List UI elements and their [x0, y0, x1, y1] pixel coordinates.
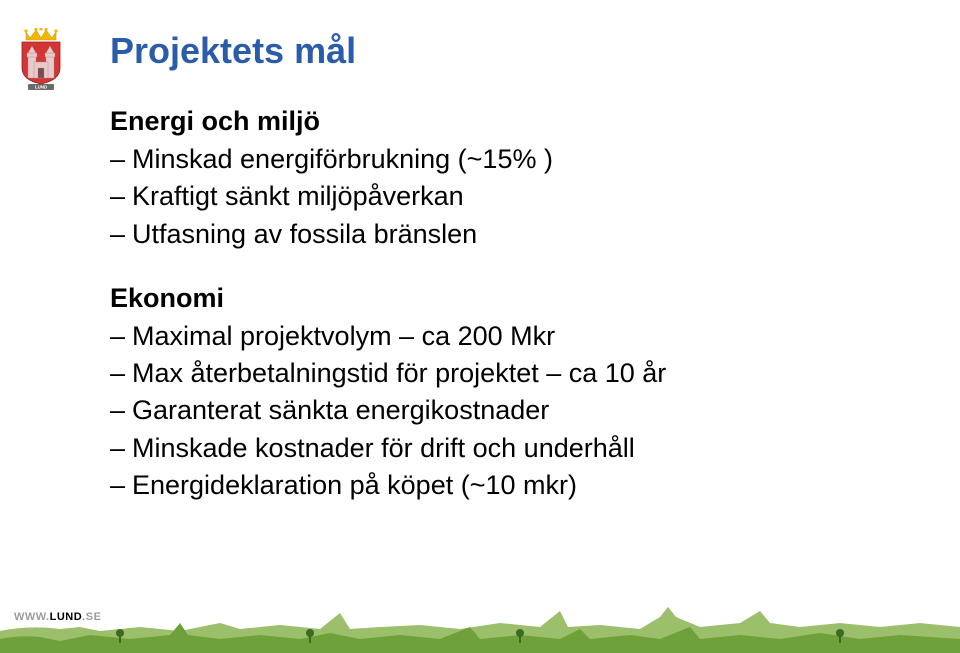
slide-content: Projektets mål Energi och miljö Minskad …: [110, 30, 900, 504]
footer-prefix: WWW.: [14, 611, 50, 623]
list-item: Max återbetalningstid för projektet – ca…: [132, 355, 900, 392]
list-item: Minskad energiförbrukning (~15% ): [132, 141, 900, 178]
list-item: Utfasning av fossila bränslen: [132, 216, 900, 253]
footer-main: LUND: [50, 611, 83, 623]
footer-suffix: .SE: [82, 611, 101, 623]
crown-icon: [24, 28, 57, 40]
list-item: Minskade kostnader för drift och underhå…: [132, 430, 900, 467]
list-item: Garanterat sänkta energikostnader: [132, 392, 900, 429]
list-item: Energideklaration på köpet (~10 mkr): [132, 467, 900, 504]
lund-logo: LUND: [14, 28, 68, 90]
section1-list: Minskad energiförbrukning (~15% ) Krafti…: [110, 141, 900, 253]
svg-text:LUND: LUND: [35, 85, 47, 90]
list-item: Kraftigt sänkt miljöpåverkan: [132, 178, 900, 215]
list-item: Maximal projektvolym – ca 200 Mkr: [132, 318, 900, 355]
section1-heading: Energi och miljö: [110, 106, 900, 137]
footer-url: WWW.LUND.SE: [14, 611, 101, 623]
banner-icon: LUND: [28, 84, 54, 90]
shield-icon: [22, 42, 60, 84]
slide-title: Projektets mål: [110, 30, 900, 72]
section2-list: Maximal projektvolym – ca 200 Mkr Max åt…: [110, 318, 900, 504]
skyline-icon: [0, 583, 960, 653]
section2-heading: Ekonomi: [110, 283, 900, 314]
